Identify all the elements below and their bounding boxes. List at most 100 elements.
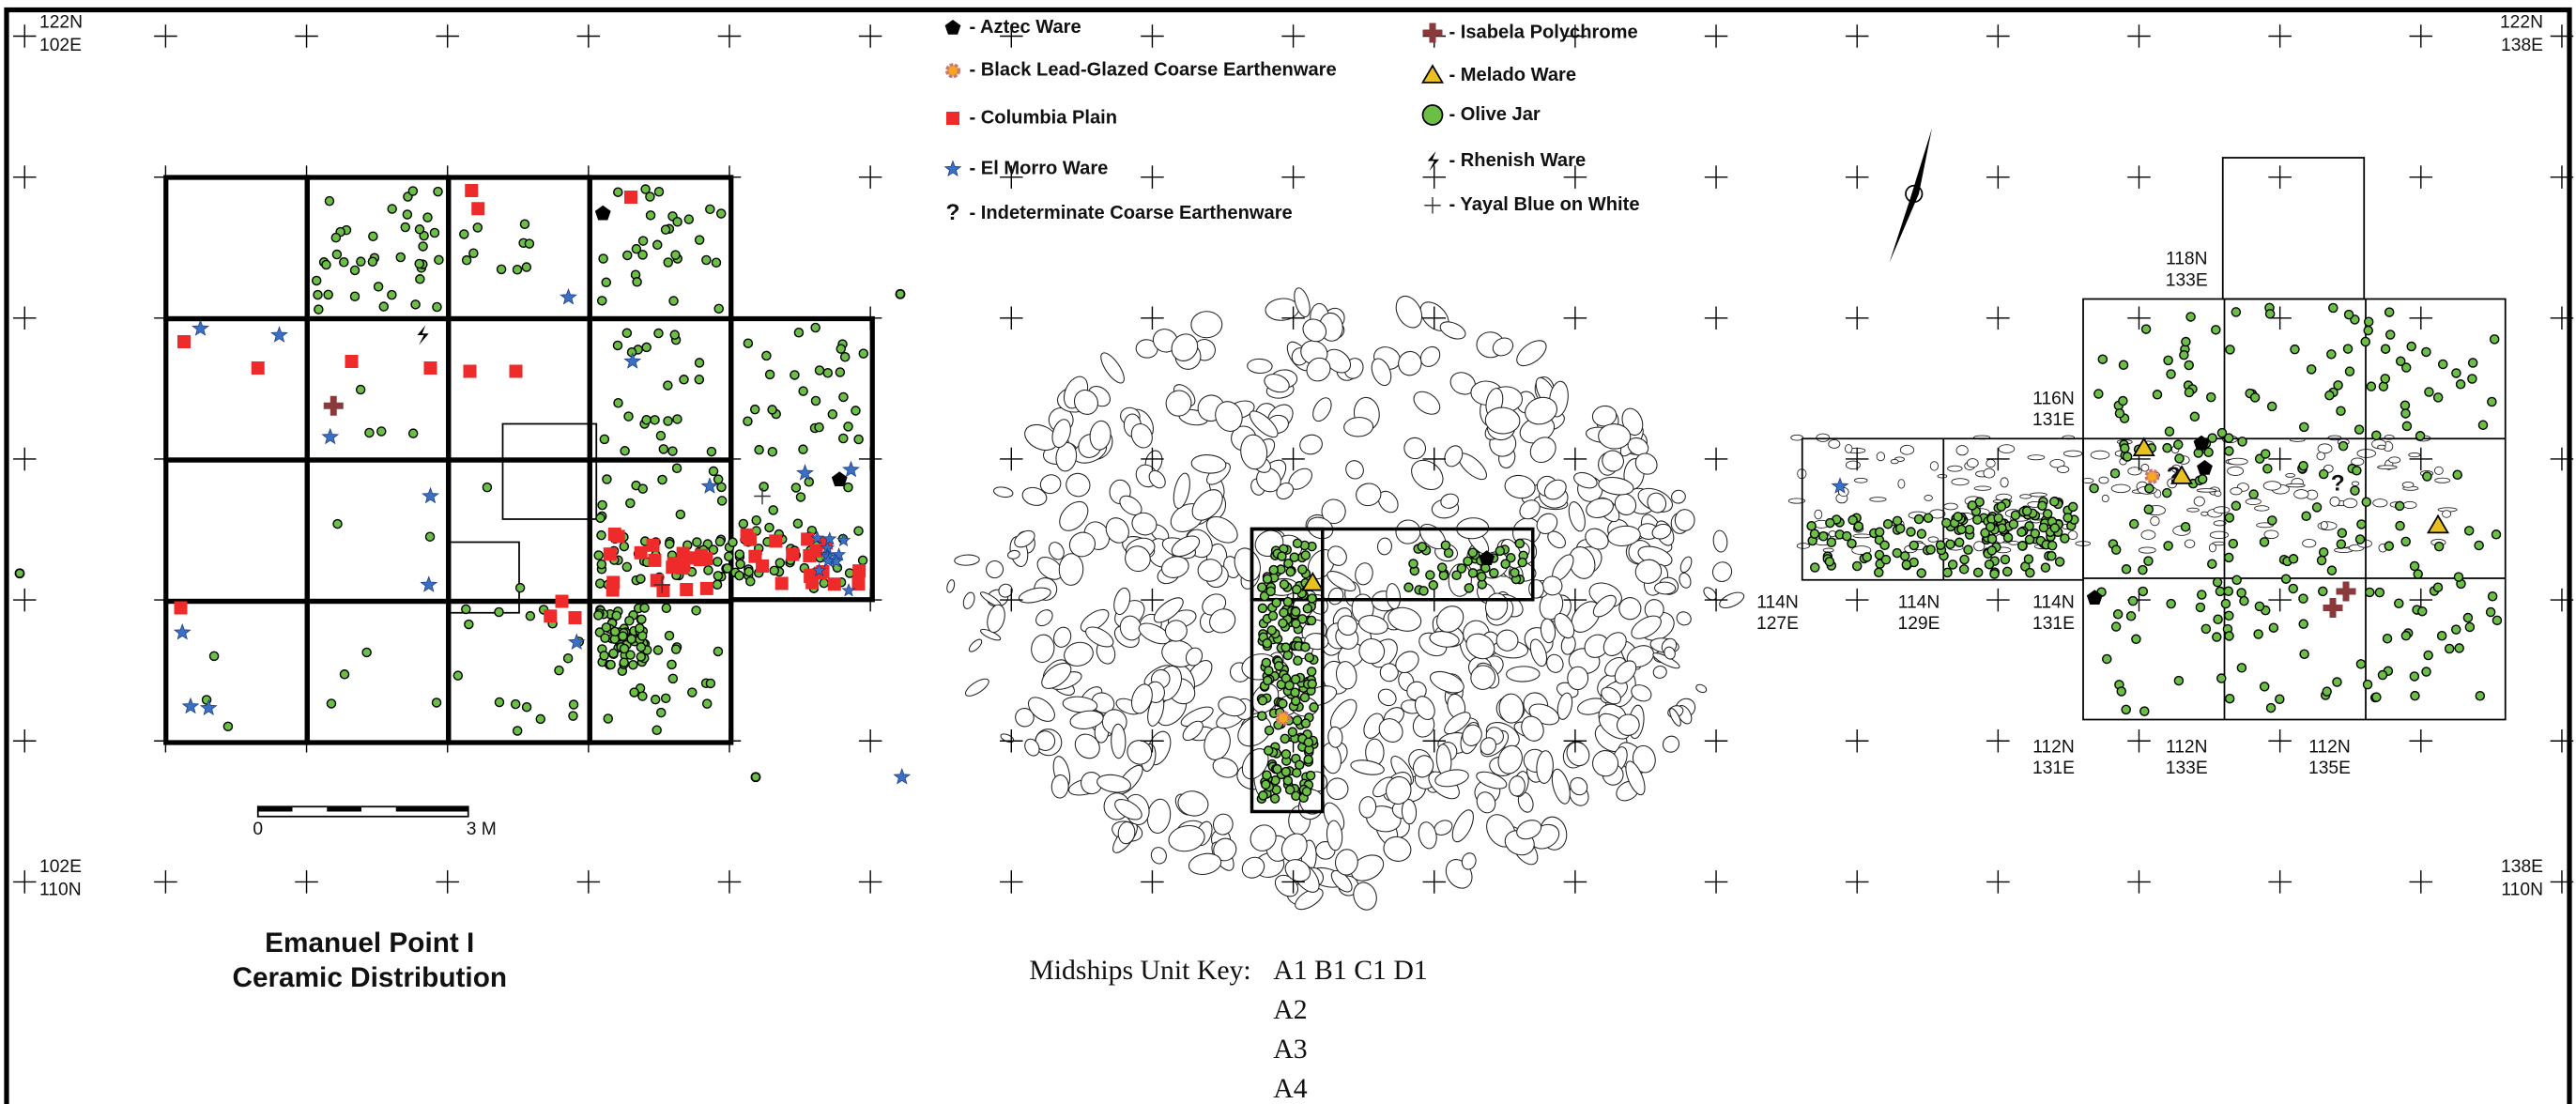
olive-jar	[744, 417, 752, 425]
olive-jar	[1917, 529, 1925, 538]
olive-jar	[651, 416, 659, 424]
olive-jar	[1307, 616, 1315, 624]
columbia-plain	[175, 602, 188, 615]
olive-jar	[1909, 541, 1918, 549]
olive-jar	[640, 604, 649, 612]
ballast-stone	[1566, 500, 1587, 533]
olive-jar	[621, 447, 629, 455]
ballast-stone	[1410, 387, 1445, 419]
olive-jar	[460, 230, 468, 238]
grid-cross	[1846, 307, 1869, 330]
olive-jar	[1279, 699, 1287, 708]
olive-jar	[357, 257, 365, 266]
ballast-stone	[1694, 683, 1708, 694]
olive-jar	[1902, 560, 1910, 569]
olive-jar	[2232, 575, 2241, 584]
ballast-stone	[1900, 445, 1913, 454]
olive-jar	[2050, 524, 2059, 532]
ballast-stone	[2343, 498, 2357, 508]
scale-bar	[258, 806, 468, 817]
olive-jar	[2231, 308, 2240, 316]
olive-jar	[1936, 541, 1944, 549]
olive-jar	[653, 646, 662, 654]
corner-label: 138E	[2501, 857, 2543, 877]
olive-jar	[2048, 542, 2057, 550]
ballast-stone	[1815, 510, 1822, 519]
olive-jar	[2327, 566, 2336, 575]
ballast-stone	[1712, 529, 1728, 552]
ballast-pile	[945, 286, 2457, 913]
olive-jar	[2174, 440, 2183, 449]
unit	[166, 602, 308, 744]
olive-jar	[2407, 342, 2415, 350]
ballast-stone	[2228, 467, 2244, 475]
olive-jar	[2132, 635, 2140, 643]
olive-jar	[2454, 573, 2462, 581]
grid-cross	[154, 24, 177, 48]
grid-label: 129E	[1898, 614, 1940, 634]
olive-jar	[702, 255, 711, 264]
olive-jar	[775, 559, 784, 567]
columbia-plain	[471, 202, 484, 215]
olive-jar	[1305, 653, 1313, 662]
olive-jar	[713, 572, 722, 580]
olive-jar	[415, 259, 423, 268]
olive-jar	[2291, 345, 2299, 354]
olive-jar	[1280, 734, 1289, 743]
ballast-stone	[2141, 464, 2149, 471]
olive-jar	[1302, 788, 1311, 796]
olive-jar	[636, 624, 644, 633]
olive-jar	[2142, 325, 2151, 333]
ballast-stone	[1952, 479, 1969, 485]
olive-jar	[662, 694, 670, 702]
grid-label: 133E	[2166, 270, 2208, 290]
olive-jar	[2401, 537, 2410, 545]
olive-jar	[2199, 475, 2207, 483]
grid-cross	[2268, 870, 2292, 894]
columbia-plain	[688, 551, 701, 564]
olive-jar	[654, 188, 663, 196]
grid-cross	[1846, 589, 1869, 612]
ballast-stone	[1928, 537, 1939, 543]
olive-jar	[2453, 470, 2461, 479]
olive-jar	[1262, 658, 1270, 667]
olive-jar	[637, 615, 646, 623]
ballast-stone	[1567, 667, 1588, 691]
olive-jar	[2308, 365, 2316, 374]
olive-jar	[620, 543, 628, 551]
olive-jar	[377, 427, 386, 436]
aztec-ware	[2194, 436, 2210, 451]
olive-jar	[2047, 552, 2056, 560]
olive-jar	[793, 519, 802, 528]
grid-cross	[1423, 870, 1447, 894]
olive-jar	[423, 213, 432, 222]
columbia-plain	[769, 534, 782, 547]
olive-jar	[2139, 566, 2147, 575]
el-morro-ware	[183, 698, 199, 713]
grid-cross	[2268, 24, 2292, 48]
olive-jar	[676, 510, 684, 518]
olive-jar	[2478, 421, 2487, 429]
grid-cross	[154, 870, 177, 894]
olive-jar	[1439, 571, 1448, 579]
olive-jar	[704, 566, 713, 575]
olive-jar	[2213, 633, 2221, 641]
olive-jar	[2001, 555, 2009, 563]
olive-jar	[1404, 583, 1413, 591]
ballast-stone	[993, 485, 1014, 498]
ballast-stone	[1051, 774, 1069, 799]
olive-jar	[696, 236, 704, 244]
grid-cross	[1705, 165, 1728, 189]
olive-jar	[2260, 538, 2268, 546]
olive-jar	[1419, 587, 1428, 595]
ballast-stone	[2321, 521, 2327, 529]
legend-label: - Aztec Ware	[970, 17, 1081, 38]
olive-jar	[333, 520, 342, 529]
olive-jar	[2438, 632, 2446, 640]
ballast-stone	[2185, 540, 2195, 548]
olive-jar	[2254, 630, 2262, 638]
grid-cross	[1705, 307, 1728, 330]
olive-jar	[744, 339, 752, 347]
columbia-plain	[345, 355, 359, 368]
olive-jar	[1946, 540, 1955, 548]
